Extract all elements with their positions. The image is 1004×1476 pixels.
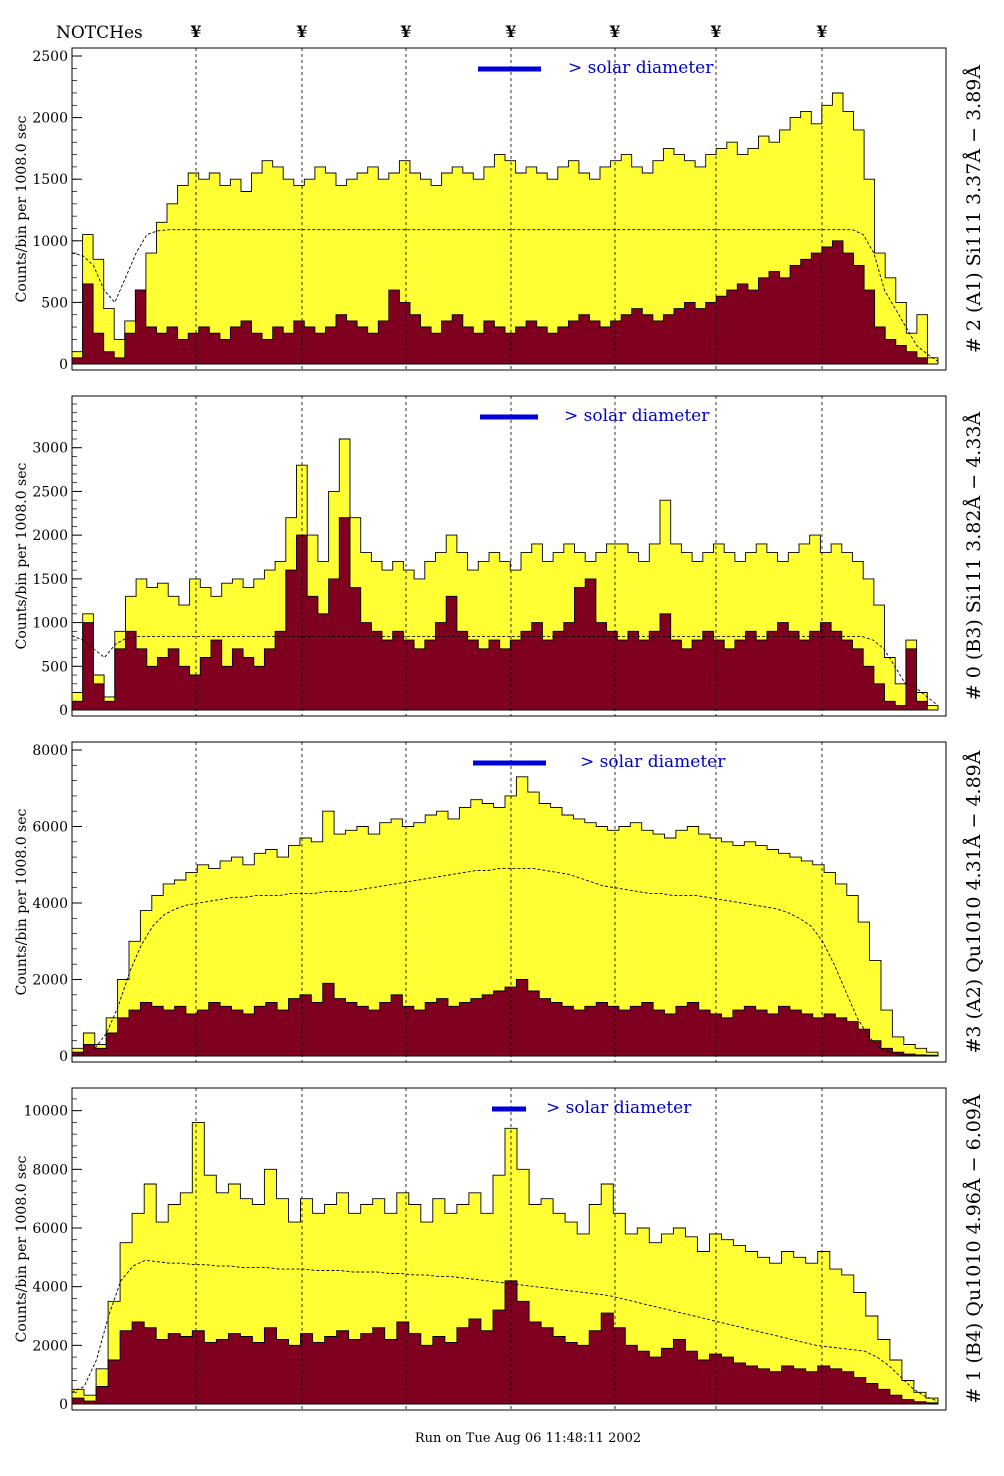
y-tick-label: 1500 [32,172,68,188]
histogram-subset [71,517,938,711]
y-tick-label: 8000 [32,1162,68,1178]
notches-header: NOTCHes ¥ ¥ ¥ ¥ ¥ ¥ ¥ [56,22,828,43]
y-axis-label: Counts/bin per 1008.0 sec [14,115,30,302]
histogram-subset [71,240,938,365]
y-tick-label: 2000 [32,111,68,127]
y-tick-label: 500 [41,295,68,311]
notch-glyph: ¥ [190,22,201,41]
histogram-subset [71,979,939,1057]
reference-curve [71,635,939,706]
y-tick-label: 2500 [32,49,68,65]
y-axis-label: Counts/bin per 1008.0 sec [14,462,30,649]
histogram-total [71,1121,939,1405]
notch-glyph: ¥ [296,22,307,41]
notch-glyph: ¥ [505,22,516,41]
solar-diameter-label: > solar diameter [546,1098,692,1118]
y-tick-label: 3000 [32,441,68,457]
panel-frame [71,741,947,1063]
y-tick-label: 8000 [32,743,68,759]
chart-panel-0: 0 500 1000 1500 2000 2500 Counts/bin per 1008.… [14,47,985,373]
histogram-subset [71,1280,939,1405]
y-tick-label: 0 [59,1049,68,1065]
panel-frame [71,1087,947,1411]
solar-diameter-label: > solar diameter [564,406,710,426]
panel-frame [71,47,947,371]
y-tick-label: 0 [59,357,68,373]
notch-glyphs: ¥ ¥ ¥ ¥ ¥ ¥ ¥ [190,22,827,41]
y-tick-label: 0 [59,703,68,719]
y-tick-label: 500 [41,659,68,675]
y-tick-label: 2500 [32,484,68,500]
notch-glyph: ¥ [710,22,721,41]
y-tick-label: 1000 [32,616,68,632]
panel-title: #3 (A2) Qu1010 4.31Å − 4.89Å [963,750,985,1053]
y-tick-label: 4000 [32,896,68,912]
notch-glyph: ¥ [816,22,827,41]
chart-panel-2: 0 2000 4000 6000 8000 Counts/bin per 1008.0 s… [14,741,985,1065]
histogram-total [71,776,939,1057]
y-tick-label: 1000 [32,234,68,250]
notch-glyph: ¥ [609,22,620,41]
y-tick-label: 2000 [32,973,68,989]
panel-title: # 0 (B3) Si111 3.82Å − 4.33Å [963,411,985,700]
y-tick-label: 1500 [32,572,68,588]
solar-diameter-label: > solar diameter [568,58,714,78]
panel-frame [71,395,947,717]
y-tick-label: 10000 [23,1104,68,1120]
reference-curve [71,868,939,1057]
y-tick-label: 0 [59,1397,68,1413]
solar-diameter-label: > solar diameter [580,752,726,772]
y-axis-label: Counts/bin per 1008.0 sec [14,808,30,995]
y-tick-label: 4000 [32,1280,68,1296]
panel-title: # 2 (A1) Si111 3.37Å − 3.89Å [963,65,985,353]
y-axis-label: Counts/bin per 1008.0 sec [14,1155,30,1342]
y-tick-label: 6000 [32,820,68,836]
notch-glyph: ¥ [400,22,411,41]
y-tick-label: 6000 [32,1221,68,1237]
reference-curve [71,229,939,362]
y-tick-label: 2000 [32,1338,68,1354]
run-timestamp: Run on Tue Aug 06 11:48:11 2002 [415,1431,641,1446]
y-tick-label: 2000 [32,528,68,544]
panel-title: # 1 (B4) Qu1010 4.96Å − 6.09Å [963,1094,985,1404]
notches-label: NOTCHes [56,23,143,43]
chart-panel-3: 0 2000 4000 6000 8000 10000 Counts/bin per 100… [14,1087,985,1413]
